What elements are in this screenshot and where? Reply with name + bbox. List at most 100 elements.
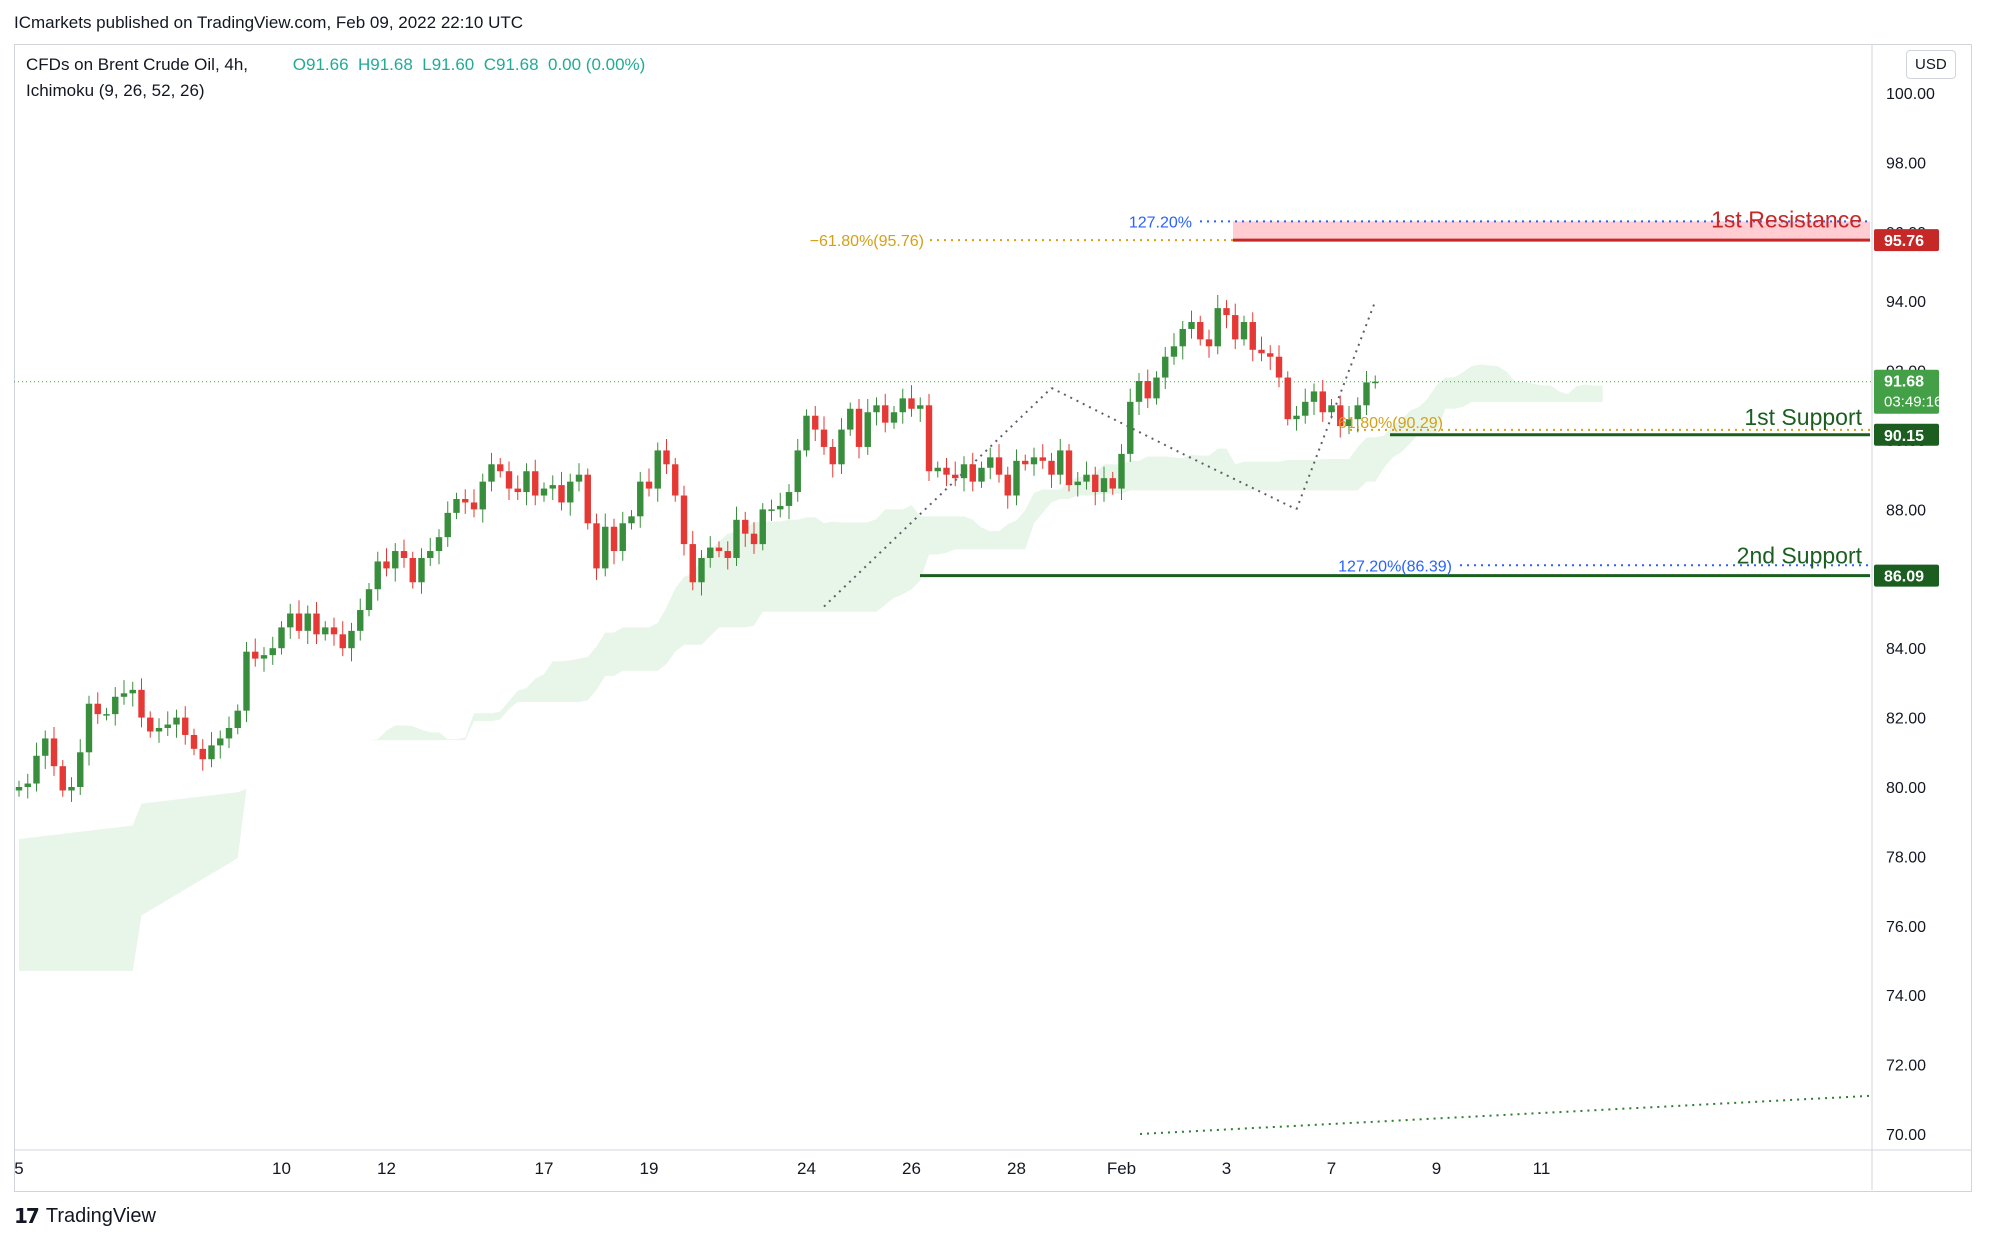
y-tick-label: 94.00: [1886, 294, 1926, 311]
candle-body: [1144, 381, 1151, 399]
candle-body: [1100, 478, 1108, 493]
x-tick-label: 11: [1533, 1159, 1551, 1178]
candle-body: [724, 551, 731, 558]
candle-body: [952, 474, 959, 479]
candle-body: [1249, 322, 1256, 350]
candle-body: [1232, 315, 1239, 340]
support-1-price-badge-text: 90.15: [1884, 428, 1924, 445]
indicator-label[interactable]: Ichimoku (9, 26, 52, 26): [26, 81, 205, 100]
candle-body: [645, 481, 653, 489]
candle-body: [479, 481, 486, 510]
candle-body: [812, 415, 819, 430]
candle-body: [1057, 450, 1064, 475]
candle-body: [470, 502, 478, 510]
candle-body: [199, 748, 206, 760]
candle-body: [768, 509, 775, 511]
candle-body: [777, 505, 784, 510]
candle-body: [77, 752, 84, 787]
candle-body: [1022, 460, 1029, 465]
annotation-text-layer: 127.20% −61.80%(95.76) 1st Resistance 61.80…: [810, 206, 1863, 575]
candle-body: [602, 526, 609, 569]
candle-body: [698, 557, 705, 583]
candle-body: [225, 728, 233, 739]
candle-body: [1302, 401, 1309, 416]
candle-body: [1345, 419, 1353, 427]
candle-body: [488, 464, 495, 482]
y-tick-label: 82.00: [1886, 711, 1926, 728]
support-1-label: 1st Support: [1744, 404, 1862, 430]
candle-body: [42, 738, 49, 756]
candle-body: [943, 467, 950, 475]
candle-body: [1083, 474, 1090, 482]
candle-body: [68, 787, 75, 791]
y-tick-label: 72.00: [1886, 1058, 1926, 1075]
ohlc-low: L91.60: [422, 55, 475, 74]
candle-body: [925, 405, 933, 472]
candle-body: [1039, 457, 1046, 461]
candle-body: [1065, 450, 1073, 486]
candle-body: [1337, 405, 1344, 427]
candle-body: [94, 703, 101, 715]
candle-body: [260, 655, 268, 659]
candle-body: [540, 488, 548, 496]
x-tick-label: 10: [272, 1159, 291, 1178]
candle-body: [1074, 481, 1081, 486]
candle-body: [400, 551, 408, 558]
candle-body: [1153, 377, 1160, 399]
candle-body: [295, 613, 303, 631]
candle-body: [15, 787, 23, 791]
candle-body: [1354, 405, 1361, 420]
candles-layer: [15, 294, 1379, 802]
y-tick-label: 78.00: [1886, 849, 1926, 866]
symbol-label[interactable]: CFDs on Brent Crude Oil, 4h,: [26, 55, 249, 74]
support-2-price-badge-bg: [1874, 564, 1939, 587]
tradingview-logo[interactable]: 17 TradingView: [14, 1204, 156, 1228]
x-tick-label: 28: [1007, 1159, 1026, 1178]
candle-body: [339, 634, 346, 649]
x-tick-label: Feb: [1107, 1159, 1136, 1178]
candle-body: [1030, 457, 1038, 465]
candle-body: [1013, 460, 1020, 496]
candle-body: [1284, 377, 1291, 420]
fib-618-label: 61.80%(90.29): [1338, 415, 1443, 432]
candle-body: [987, 457, 994, 468]
candle-body: [234, 710, 241, 729]
ichimoku-dotted-line: [1139, 1094, 1871, 1135]
fib-ext-top-orange-label: −61.80%(95.76): [810, 233, 924, 250]
candle-body: [1205, 339, 1213, 347]
candle-body: [1127, 401, 1134, 454]
currency-button[interactable]: USD: [1906, 50, 1956, 79]
tradingview-brand: TradingView: [45, 1204, 156, 1227]
chart-frame[interactable]: [14, 44, 1972, 1192]
candle-body: [392, 551, 399, 569]
publisher-caption: ICmarkets published on TradingView.com, …: [14, 13, 524, 32]
candle-body: [505, 471, 513, 489]
candle-body: [427, 551, 434, 558]
grid-layer: [14, 44, 1972, 1190]
candle-body: [1048, 460, 1055, 475]
candle-body: [252, 651, 259, 659]
candle-body: [628, 516, 635, 524]
chart-legend: CFDs on Brent Crude Oil, 4h, O91.66 H91.…: [26, 52, 645, 104]
candle-body: [689, 544, 696, 583]
candle-body: [357, 610, 364, 631]
candle-body: [33, 755, 40, 784]
candle-body: [59, 766, 66, 791]
candle-body: [138, 689, 145, 718]
candle-body: [409, 557, 416, 583]
fib-ext-top-blue-label: 127.20%: [1129, 214, 1192, 231]
candle-body: [654, 450, 661, 489]
fib-ext-bottom-label: 127.20%(86.39): [1338, 558, 1452, 575]
candle-body: [847, 408, 854, 430]
candle-body: [190, 734, 198, 749]
candle-body: [532, 471, 539, 496]
ohlc-open: O91.66: [292, 55, 349, 74]
candle-body: [243, 651, 250, 711]
candle-body: [1188, 322, 1195, 329]
candle-body: [1214, 308, 1221, 347]
y-tick-label: 74.00: [1886, 988, 1926, 1005]
candle-body: [899, 398, 906, 413]
candle-body: [147, 717, 154, 732]
x-tick-label: 26: [902, 1159, 921, 1178]
